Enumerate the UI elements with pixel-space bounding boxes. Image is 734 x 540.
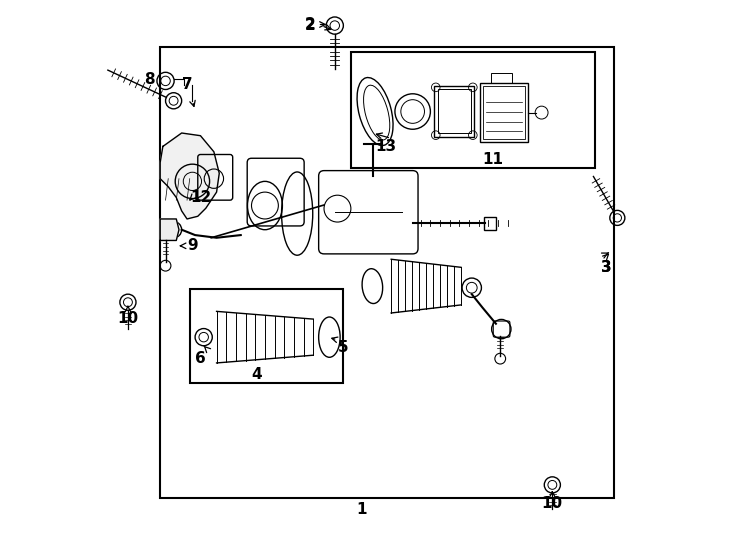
Text: 6: 6 xyxy=(195,351,206,366)
Text: 4: 4 xyxy=(252,367,262,382)
Text: 7: 7 xyxy=(182,77,192,92)
Polygon shape xyxy=(160,219,179,240)
Text: 10: 10 xyxy=(117,311,139,326)
Text: 1: 1 xyxy=(357,502,367,517)
Text: 8: 8 xyxy=(144,72,155,87)
Text: 2: 2 xyxy=(305,17,316,32)
Text: 12: 12 xyxy=(190,190,211,205)
Bar xyxy=(351,52,595,168)
Bar xyxy=(490,73,512,83)
Text: 2: 2 xyxy=(305,18,316,33)
Text: 10: 10 xyxy=(542,496,563,511)
Text: 11: 11 xyxy=(483,152,504,167)
Bar xyxy=(434,86,474,137)
Text: 13: 13 xyxy=(375,139,396,154)
Text: 5: 5 xyxy=(338,340,348,355)
Bar xyxy=(480,83,528,142)
Bar xyxy=(438,90,470,133)
Bar xyxy=(160,47,614,498)
Polygon shape xyxy=(160,133,219,219)
Text: 3: 3 xyxy=(600,260,611,275)
Bar xyxy=(482,86,526,139)
Bar xyxy=(189,289,343,383)
Text: 9: 9 xyxy=(187,238,197,253)
Bar xyxy=(484,217,496,230)
Text: 3: 3 xyxy=(600,260,611,275)
